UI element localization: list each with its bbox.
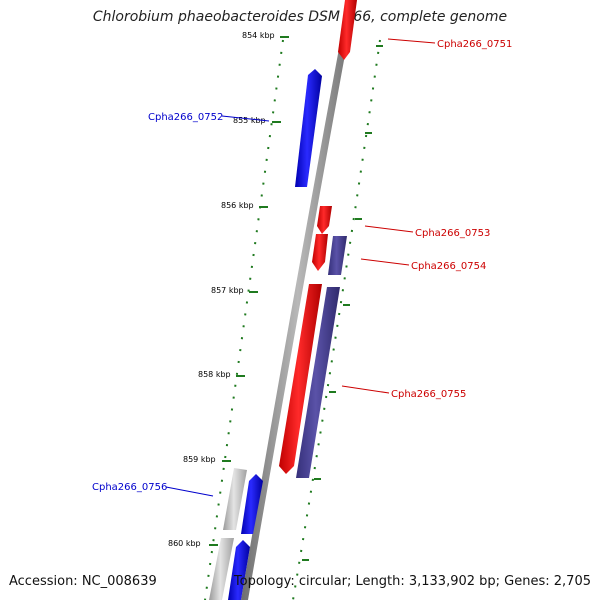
gene-arrow-gray[interactable] xyxy=(223,468,247,530)
gene-arrow[interactable] xyxy=(312,234,328,271)
gene-Cpha266_0753[interactable] xyxy=(317,206,332,234)
gene-arrow[interactable] xyxy=(295,69,322,187)
gene-Cpha266_0754[interactable] xyxy=(312,234,347,275)
gene-arrow-partner[interactable] xyxy=(296,287,340,478)
outer-ring-ticks xyxy=(302,45,383,561)
gene-Cpha266_0751[interactable] xyxy=(338,0,357,60)
accession-label: Accession: NC_008639 xyxy=(9,574,157,589)
scale-label-858: 858 kbp xyxy=(198,370,231,379)
gene-label-Cpha266_0755[interactable]: Cpha266_0755 xyxy=(391,389,466,400)
scale-ticks: 854 kbp 855 kbp 856 kbp 857 kbp 858 kbp … xyxy=(168,31,289,548)
leader-Cpha266_0756 xyxy=(165,486,214,497)
gene-arrow-2[interactable] xyxy=(228,540,250,600)
leader-Cpha266_0754 xyxy=(360,258,410,266)
scale-label-859: 859 kbp xyxy=(183,455,216,464)
leader-Cpha266_0755 xyxy=(341,385,390,394)
gene-Cpha266_0756[interactable] xyxy=(209,468,263,600)
gene-arrow-partner[interactable] xyxy=(328,236,347,275)
gene-label-Cpha266_0753[interactable]: Cpha266_0753 xyxy=(415,228,490,239)
scale-label-854: 854 kbp xyxy=(242,31,275,40)
gene-arrow[interactable] xyxy=(338,0,357,60)
scale-label-856: 856 kbp xyxy=(221,201,254,210)
gene-Cpha266_0752[interactable] xyxy=(295,69,322,187)
genome-summary: Topology: circular; Length: 3,133,902 bp… xyxy=(233,574,591,589)
scale-label-857: 857 kbp xyxy=(211,286,244,295)
gene-label-Cpha266_0756[interactable]: Cpha266_0756 xyxy=(92,482,167,493)
leader-Cpha266_0752 xyxy=(221,115,270,122)
scale-label-855: 855 kbp xyxy=(233,116,266,125)
scale-label-860: 860 kbp xyxy=(168,539,201,548)
gene-arrow-gray-2[interactable] xyxy=(209,538,234,600)
genome-backbone xyxy=(241,0,355,600)
gene-label-Cpha266_0751[interactable]: Cpha266_0751 xyxy=(437,39,512,50)
label-leaders xyxy=(165,38,436,497)
gene-label-Cpha266_0752[interactable]: Cpha266_0752 xyxy=(148,112,223,123)
gene-Cpha266_0755[interactable] xyxy=(279,284,340,478)
leader-Cpha266_0753 xyxy=(364,225,414,233)
gene-label-Cpha266_0754[interactable]: Cpha266_0754 xyxy=(411,261,486,272)
leader-Cpha266_0751 xyxy=(387,38,436,44)
gene-arrow[interactable] xyxy=(279,284,322,474)
gene-arrow[interactable] xyxy=(241,474,263,534)
gene-arrow[interactable] xyxy=(317,206,332,234)
map-title: Chlorobium phaeobacteroides DSM 266, com… xyxy=(92,9,508,25)
